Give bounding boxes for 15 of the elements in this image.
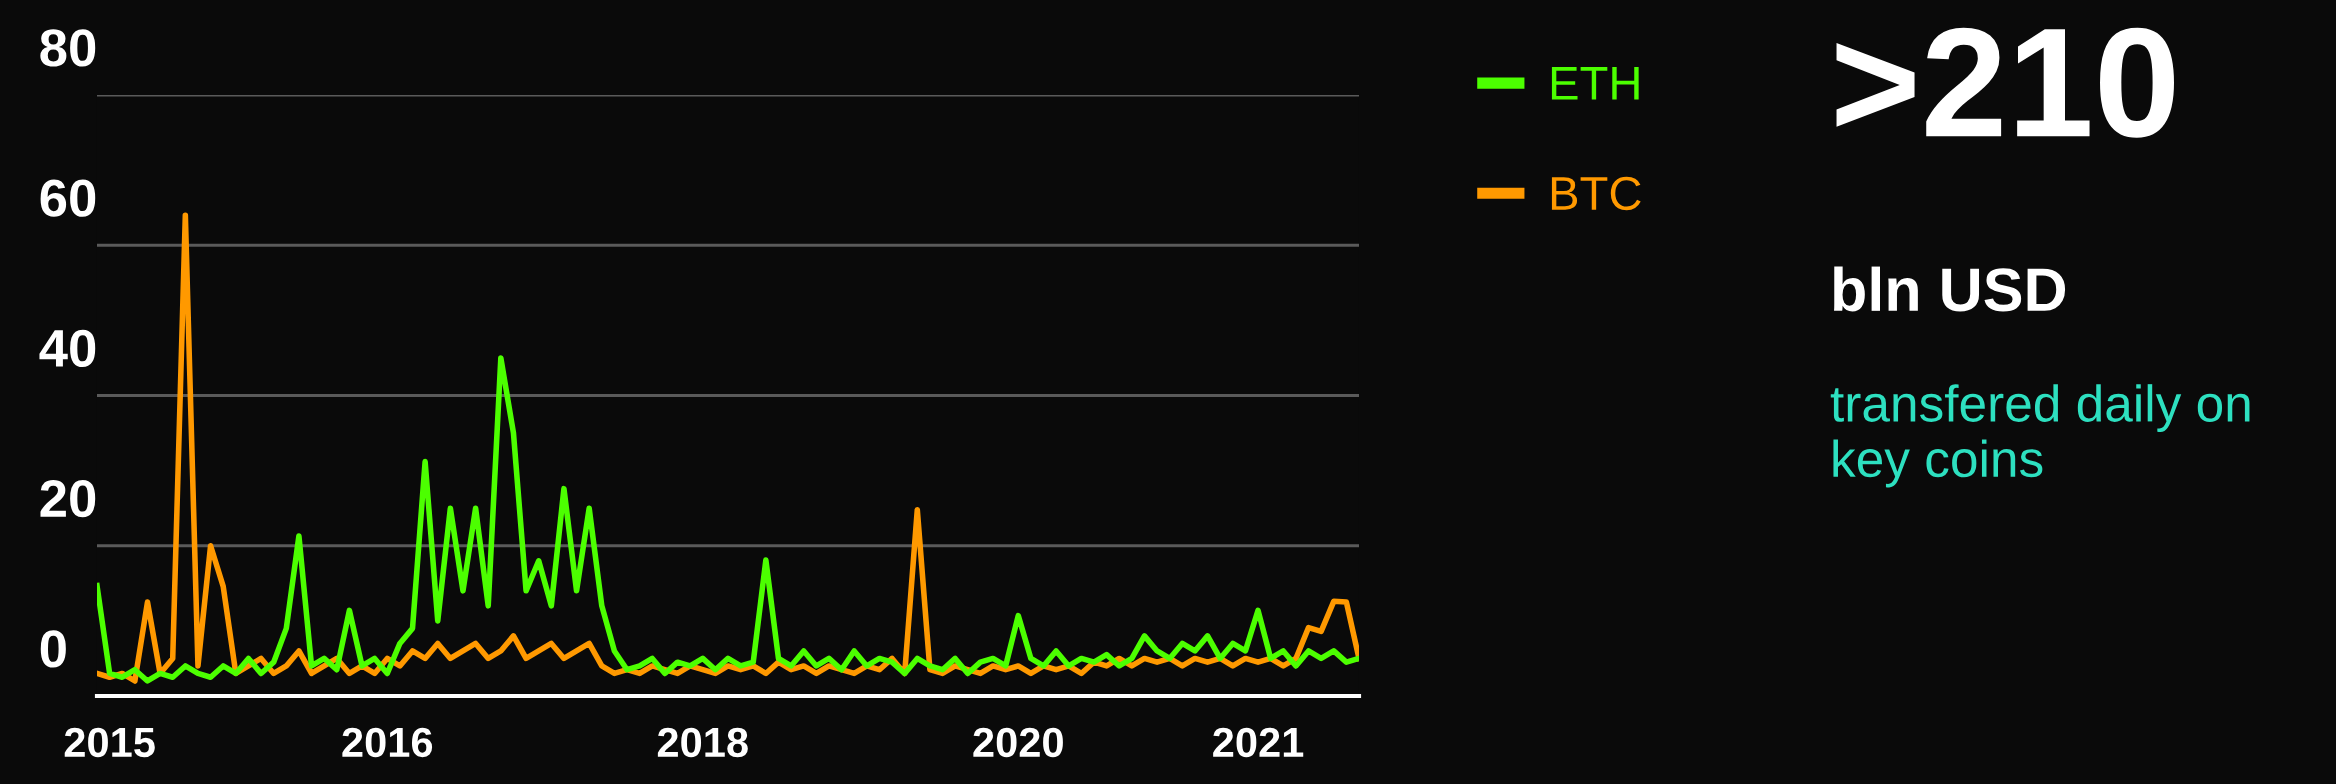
y-tick-label: 0 (40, 630, 66, 668)
x-tick-label: 2020 (973, 727, 1063, 758)
x-tick-label: 2016 (342, 727, 433, 758)
y-tick-label: 80 (40, 29, 96, 67)
legend-label: ETH (1551, 67, 1639, 100)
y-tick-label: 20 (40, 479, 96, 518)
x-tick-label: 2018 (657, 727, 748, 758)
x-tick-label: 2021 (1213, 727, 1304, 758)
legend-label: BTC (1551, 176, 1641, 211)
text: >210 (1836, 27, 2174, 138)
y-tick-label: 40 (39, 329, 96, 368)
text: bln USD (1834, 266, 2066, 312)
x-tick-label: 2015 (64, 727, 155, 758)
y-tick-label: 60 (40, 179, 96, 217)
text: transfered daily on key coins (1830, 384, 2250, 488)
